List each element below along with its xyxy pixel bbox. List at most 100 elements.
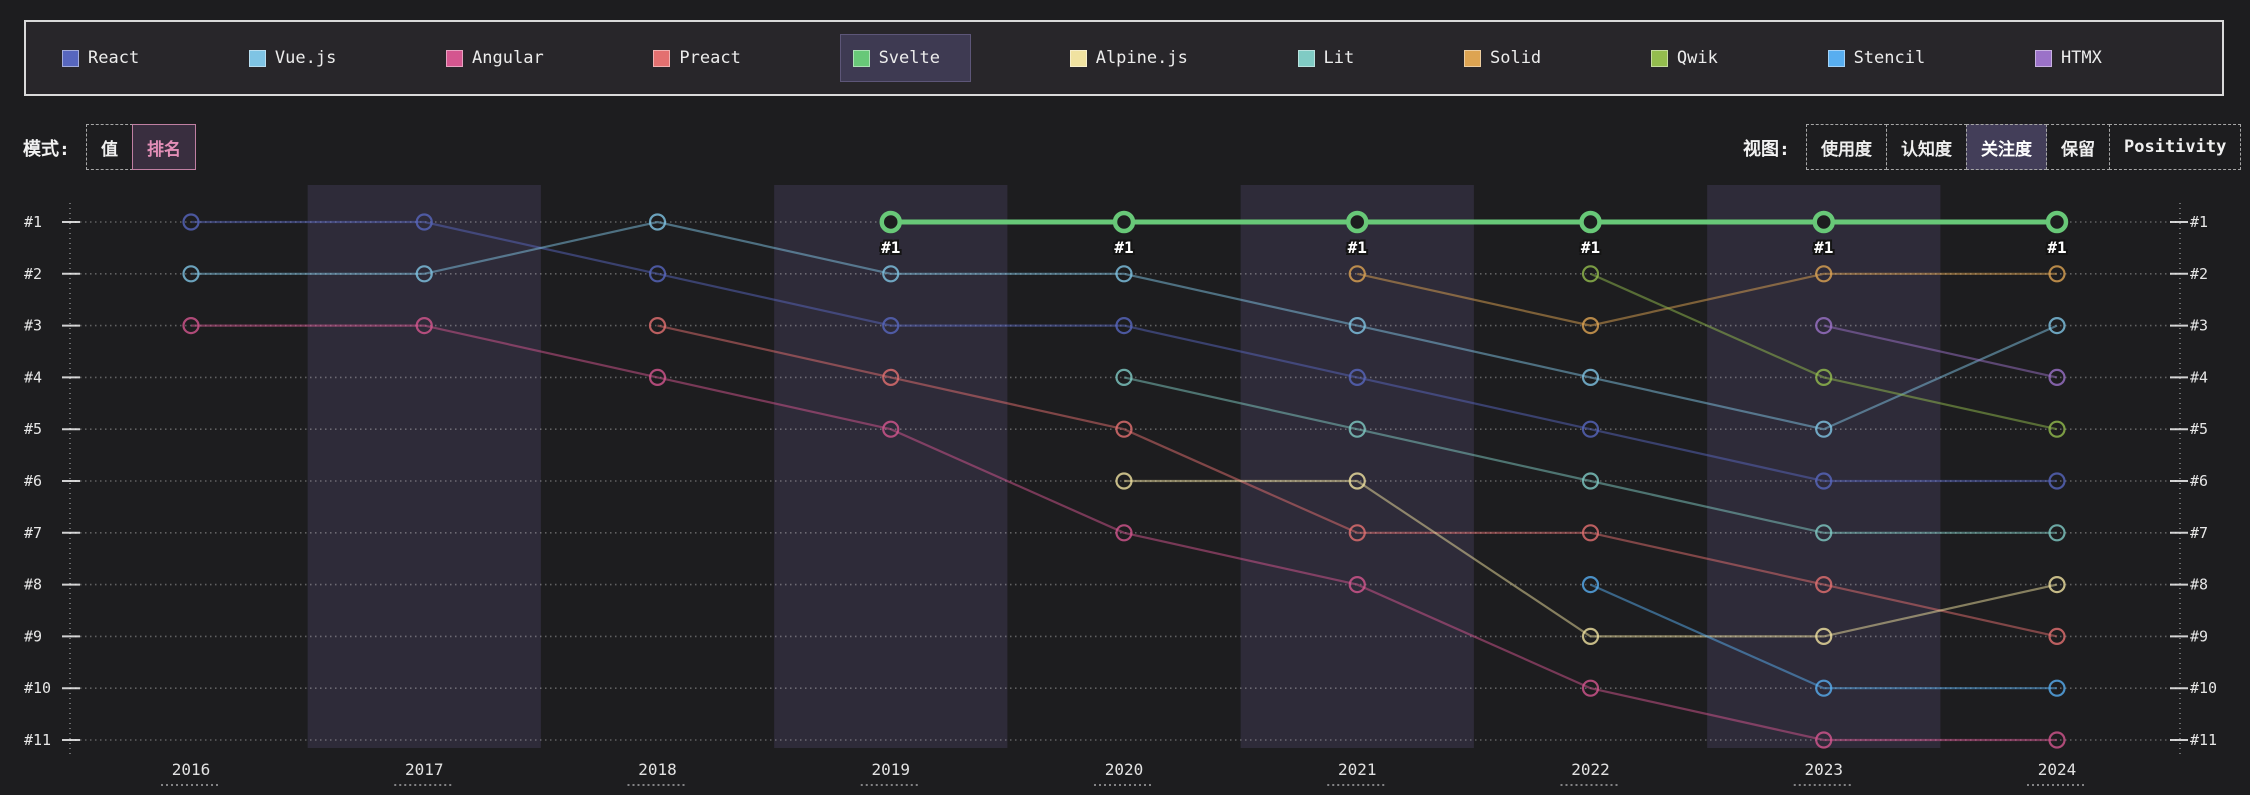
- point-lit-2023[interactable]: [1815, 524, 1833, 542]
- point-lit-2021[interactable]: [1348, 420, 1366, 438]
- view-button-[interactable]: 使用度: [1806, 124, 1887, 170]
- point-svelte-2019[interactable]: [879, 210, 902, 234]
- point-angular-2022[interactable]: [1581, 679, 1600, 697]
- series-alpine-js[interactable]: [1115, 472, 2066, 645]
- point-qwik-2022[interactable]: [1581, 265, 1600, 283]
- point-vue-js-2016[interactable]: [182, 265, 200, 283]
- point-vue-js-2020[interactable]: [1115, 265, 1133, 283]
- rank-badge-svelte-2023: #1: [1814, 238, 1833, 257]
- mode-button-[interactable]: 值: [86, 124, 133, 170]
- point-qwik-2023[interactable]: [1815, 368, 1833, 386]
- point-preact-2021[interactable]: [1348, 524, 1366, 542]
- series-lit[interactable]: [1115, 368, 2066, 542]
- point-solid-2023[interactable]: [1815, 265, 1833, 283]
- series-htmx[interactable]: [1815, 317, 2066, 386]
- point-svelte-2024[interactable]: [2045, 210, 2069, 234]
- point-angular-2023[interactable]: [1815, 731, 1833, 749]
- point-preact-2022[interactable]: [1581, 524, 1600, 542]
- point-alpine-js-2024[interactable]: [2048, 576, 2066, 594]
- legend-item-svelte[interactable]: Svelte: [839, 34, 971, 82]
- point-preact-2020[interactable]: [1115, 420, 1133, 438]
- point-preact-2018[interactable]: [648, 317, 667, 335]
- legend-item-solid[interactable]: Solid: [1454, 35, 1551, 81]
- point-angular-2020[interactable]: [1115, 524, 1133, 542]
- point-angular-2021[interactable]: [1348, 576, 1366, 594]
- legend-item-preact[interactable]: Preact: [643, 35, 750, 81]
- legend-item-htmx[interactable]: HTMX: [2025, 35, 2112, 81]
- series-solid[interactable]: [1348, 265, 2066, 335]
- view-button-positivity[interactable]: Positivity: [2109, 124, 2242, 170]
- legend-item-react[interactable]: React: [52, 35, 149, 81]
- legend-item-stencil[interactable]: Stencil: [1818, 35, 1936, 81]
- point-react-2017[interactable]: [415, 213, 433, 231]
- view-button-[interactable]: 关注度: [1966, 124, 2047, 170]
- legend-item-label: React: [88, 48, 140, 68]
- year-band-2023: [1707, 185, 1941, 748]
- point-react-2021[interactable]: [1348, 368, 1366, 386]
- point-react-2019[interactable]: [882, 317, 900, 335]
- point-alpine-js-2020[interactable]: [1115, 472, 1133, 490]
- series-preact[interactable]: [648, 317, 2066, 645]
- point-svelte-2021[interactable]: [1346, 210, 1369, 234]
- legend-item-vue-js[interactable]: Vue.js: [239, 35, 346, 81]
- view-button-[interactable]: 保留: [2046, 124, 2110, 170]
- point-preact-2023[interactable]: [1815, 576, 1833, 594]
- point-preact-2024[interactable]: [2048, 627, 2066, 645]
- point-stencil-2023[interactable]: [1815, 679, 1833, 697]
- point-stencil-2024[interactable]: [2048, 679, 2066, 697]
- point-angular-2016[interactable]: [182, 317, 200, 335]
- point-vue-js-2017[interactable]: [415, 265, 433, 283]
- series-react[interactable]: [182, 213, 2066, 490]
- series-stencil[interactable]: [1581, 576, 2066, 697]
- year-label-2020: 2020: [1105, 760, 1144, 779]
- legend-item-label: Alpine.js: [1095, 48, 1188, 68]
- series-vue-js[interactable]: [182, 213, 2066, 438]
- point-alpine-js-2021[interactable]: [1348, 472, 1366, 490]
- series-qwik[interactable]: [1581, 265, 2066, 438]
- point-solid-2022[interactable]: [1581, 317, 1600, 335]
- point-svelte-2020[interactable]: [1112, 210, 1136, 234]
- point-vue-js-2024[interactable]: [2048, 317, 2066, 335]
- rank-label-left-10: #10: [24, 679, 51, 697]
- point-htmx-2023[interactable]: [1815, 317, 1833, 335]
- legend-item-qwik[interactable]: Qwik: [1641, 35, 1728, 81]
- point-vue-js-2022[interactable]: [1581, 368, 1600, 386]
- point-svelte-2023[interactable]: [1812, 210, 1835, 234]
- chart-svg: #1 #1 #2 #2 #3 #3 #4 #4 #5 #5 #6 #6 #7 #7 #8 #8 #9 #9 #10 #…: [24, 185, 2217, 786]
- point-stencil-2022[interactable]: [1581, 576, 1600, 594]
- legend-item-alpine-js[interactable]: Alpine.js: [1060, 35, 1198, 81]
- point-react-2018[interactable]: [648, 265, 667, 283]
- point-svelte-2022[interactable]: [1579, 210, 1602, 234]
- point-vue-js-2019[interactable]: [882, 265, 900, 283]
- point-qwik-2024[interactable]: [2048, 420, 2066, 438]
- point-angular-2017[interactable]: [415, 317, 433, 335]
- point-solid-2021[interactable]: [1348, 265, 1366, 283]
- point-angular-2018[interactable]: [648, 368, 667, 386]
- point-alpine-js-2023[interactable]: [1815, 627, 1833, 645]
- point-angular-2019[interactable]: [882, 420, 900, 438]
- point-vue-js-2023[interactable]: [1815, 420, 1833, 438]
- point-react-2022[interactable]: [1581, 420, 1600, 438]
- point-lit-2022[interactable]: [1581, 472, 1600, 490]
- point-react-2024[interactable]: [2048, 472, 2066, 490]
- series-svelte[interactable]: #1 #1 #1 #1 #1 #1: [879, 210, 2069, 259]
- point-alpine-js-2022[interactable]: [1581, 627, 1600, 645]
- view-button-[interactable]: 认知度: [1886, 124, 1967, 170]
- series-angular[interactable]: [182, 317, 2066, 749]
- legend-item-label: Svelte: [878, 48, 940, 68]
- point-htmx-2024[interactable]: [2048, 368, 2066, 386]
- mode-button-[interactable]: 排名: [132, 124, 196, 170]
- point-solid-2024[interactable]: [2048, 265, 2066, 283]
- point-vue-js-2021[interactable]: [1348, 317, 1366, 335]
- point-preact-2019[interactable]: [882, 368, 900, 386]
- legend-item-angular[interactable]: Angular: [436, 35, 554, 81]
- point-react-2023[interactable]: [1815, 472, 1833, 490]
- year-band-2021: [1240, 185, 1474, 748]
- point-lit-2024[interactable]: [2048, 524, 2066, 542]
- point-react-2016[interactable]: [182, 213, 200, 231]
- legend-item-lit[interactable]: Lit: [1288, 35, 1365, 81]
- point-lit-2020[interactable]: [1115, 368, 1133, 386]
- point-angular-2024[interactable]: [2048, 731, 2066, 749]
- point-react-2020[interactable]: [1115, 317, 1133, 335]
- point-vue-js-2018[interactable]: [648, 213, 667, 231]
